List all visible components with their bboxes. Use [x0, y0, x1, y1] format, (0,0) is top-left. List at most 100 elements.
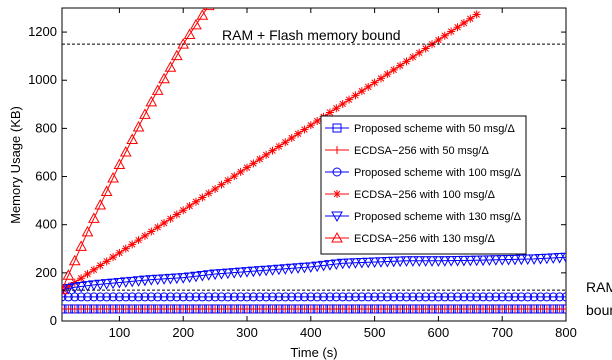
series-marker: [472, 292, 482, 302]
series-marker: [489, 255, 502, 266]
y-tick-label: 1000: [28, 72, 57, 87]
series-marker: [211, 184, 220, 193]
series-marker: [127, 292, 137, 302]
series-marker: [338, 99, 347, 108]
series-marker: [330, 259, 343, 270]
series-marker: [234, 267, 247, 279]
legend-item: Proposed scheme with 50 msg/Δ: [325, 123, 515, 135]
series-marker: [145, 275, 158, 286]
series-marker: [453, 292, 463, 302]
x-tick-label: 700: [491, 325, 513, 340]
series-marker: [285, 263, 298, 275]
series-marker: [107, 171, 119, 183]
series-marker: [164, 61, 177, 72]
series-marker: [145, 95, 158, 107]
series-marker: [274, 292, 284, 302]
series-marker: [222, 268, 234, 280]
series-marker: [414, 292, 424, 302]
series-marker: [151, 274, 164, 286]
series-marker: [88, 212, 100, 223]
series-marker: [306, 121, 315, 130]
series-marker: [185, 201, 194, 210]
series-marker: [375, 257, 387, 268]
series-marker: [261, 292, 271, 302]
series-marker: [421, 292, 431, 302]
series-marker: [529, 292, 539, 302]
series-marker: [345, 95, 354, 104]
legend-swatch-marker: [332, 123, 342, 133]
legend-item: Proposed scheme with 130 msg/Δ: [325, 211, 522, 223]
series-marker: [139, 275, 151, 287]
series-marker: [170, 273, 183, 285]
series-marker: [247, 266, 260, 278]
x-tick-label: 500: [364, 325, 386, 340]
series-marker: [190, 18, 202, 30]
series-marker: [196, 270, 209, 282]
series-marker: [228, 268, 241, 279]
series-marker: [293, 292, 303, 302]
series-marker: [324, 260, 336, 271]
series-marker: [483, 255, 496, 266]
series-marker: [484, 292, 494, 302]
series-marker: [166, 214, 175, 223]
x-tick-label: 800: [555, 325, 577, 340]
series-marker: [102, 257, 111, 266]
series-marker: [183, 28, 196, 39]
series-marker: [317, 260, 330, 272]
series-marker: [336, 258, 349, 270]
series-marker: [319, 292, 329, 302]
series-marker: [396, 61, 405, 70]
series-marker: [191, 292, 201, 302]
series-marker: [68, 282, 81, 294]
y-tick-label: 600: [35, 169, 57, 184]
series-marker: [113, 158, 126, 169]
series-marker: [132, 120, 145, 132]
series-marker: [364, 82, 373, 91]
series-marker: [304, 262, 317, 273]
series-marker: [312, 292, 322, 302]
series-marker: [274, 142, 283, 151]
series-marker: [491, 292, 501, 302]
series-marker: [255, 292, 265, 302]
series-marker: [363, 292, 373, 302]
series-marker: [160, 219, 169, 228]
series-marker: [185, 292, 195, 302]
series-marker: [102, 292, 112, 302]
series-marker: [177, 38, 190, 49]
series-marker: [179, 206, 188, 215]
series-marker: [210, 292, 220, 302]
series-marker: [338, 292, 348, 302]
series-marker: [113, 277, 126, 289]
series-marker: [332, 104, 341, 113]
series-marker: [132, 276, 145, 287]
series-marker: [292, 263, 304, 274]
series-marker: [521, 254, 534, 266]
series-marker: [89, 292, 99, 302]
series-marker: [77, 274, 86, 283]
series-marker: [470, 255, 483, 267]
series-marker: [94, 279, 107, 291]
series-marker: [509, 254, 521, 266]
series-marker: [204, 189, 213, 198]
series-marker: [119, 277, 132, 288]
series-marker: [183, 272, 196, 283]
y-tick-label: 800: [35, 120, 57, 135]
legend-swatch-marker: [332, 167, 342, 177]
series-marker: [100, 185, 113, 196]
series-marker: [172, 210, 181, 219]
series-marker: [477, 255, 489, 267]
series-marker: [119, 145, 132, 157]
series-marker: [542, 292, 552, 302]
series-marker: [64, 282, 73, 291]
series-marker: [496, 255, 509, 266]
series-marker: [298, 262, 311, 274]
series-marker: [75, 240, 87, 251]
series-marker: [202, 270, 215, 281]
series-marker: [331, 292, 341, 302]
series-marker: [458, 255, 470, 267]
series-marker: [313, 116, 322, 125]
series-marker: [357, 87, 366, 96]
legend-label: Proposed scheme with 130 msg/Δ: [354, 211, 522, 223]
series-marker: [107, 278, 119, 290]
axes: 100 200 300 400 500 600 700 800 0 200 400 600 800 100…: [28, 8, 577, 340]
